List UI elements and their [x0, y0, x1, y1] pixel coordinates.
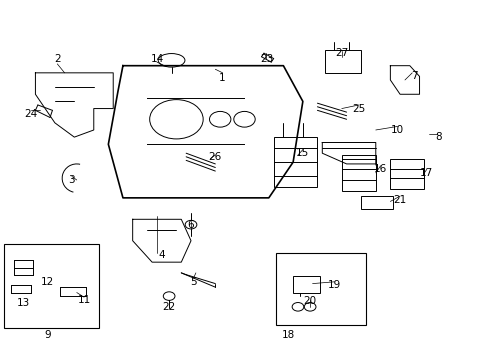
Text: 27: 27: [334, 48, 347, 58]
Text: 22: 22: [162, 302, 175, 312]
Text: 18: 18: [281, 330, 294, 341]
Bar: [276, 253, 366, 325]
Bar: [341, 155, 375, 191]
Text: 5: 5: [190, 277, 196, 287]
Text: 14: 14: [150, 54, 163, 64]
Text: 26: 26: [208, 152, 222, 162]
Text: 24: 24: [24, 109, 37, 119]
Text: 3: 3: [68, 175, 75, 185]
Text: 17: 17: [419, 168, 432, 178]
Text: 2: 2: [54, 54, 61, 64]
Text: 13: 13: [17, 298, 30, 308]
Text: 16: 16: [373, 164, 386, 174]
Text: 7: 7: [410, 71, 417, 81]
Bar: [273, 137, 317, 187]
Bar: [292, 276, 319, 293]
Text: 8: 8: [435, 132, 442, 142]
Text: 19: 19: [327, 280, 340, 291]
Bar: [324, 50, 361, 73]
Bar: [389, 158, 424, 189]
Text: 20: 20: [303, 296, 316, 306]
Bar: [4, 244, 99, 328]
Text: 25: 25: [351, 104, 365, 113]
Text: 4: 4: [158, 250, 165, 260]
Text: 10: 10: [390, 125, 404, 135]
Text: 12: 12: [41, 277, 54, 287]
Text: 1: 1: [219, 73, 225, 83]
Text: 9: 9: [44, 330, 51, 341]
Text: 21: 21: [393, 195, 406, 204]
Text: 6: 6: [187, 220, 194, 230]
Text: 23: 23: [259, 54, 272, 64]
Text: 11: 11: [77, 295, 90, 305]
Bar: [361, 196, 392, 208]
Text: 15: 15: [296, 148, 309, 158]
